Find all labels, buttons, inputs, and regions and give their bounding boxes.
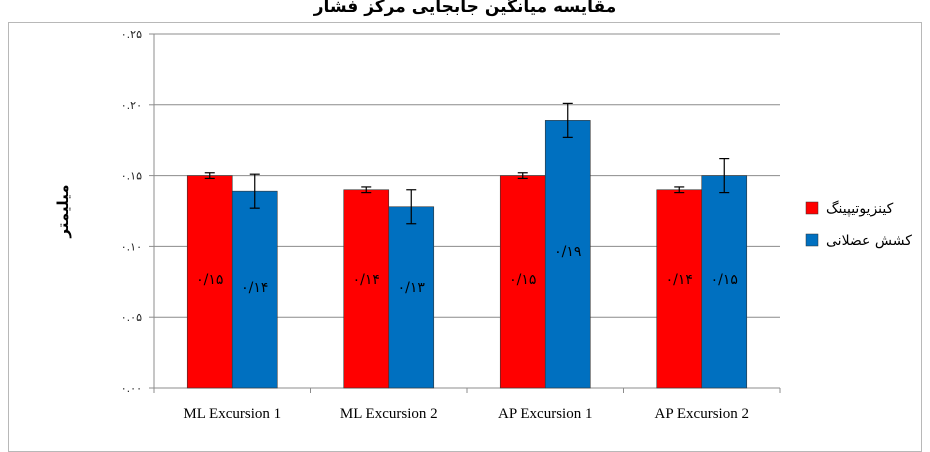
axes: ۰.۰۰ ۰.۰۵ ۰.۱۰ ۰.۱۵ ۰.۲۰ ۰.۲۵ ML Excursion 1 ML… <box>121 28 781 422</box>
y-tick-label: ۰.۱۰ <box>121 240 142 253</box>
bar <box>231 190 278 389</box>
data-label: ۰/۱۵ <box>196 272 223 288</box>
y-tick-label: ۰.۲۵ <box>121 28 142 41</box>
data-label: ۰/۱۵ <box>509 272 536 288</box>
bar <box>186 175 233 389</box>
y-tick-label: ۰.۱۵ <box>121 170 142 183</box>
data-label: ۰/۱۴ <box>353 272 380 288</box>
bar <box>544 120 591 389</box>
y-tick-label: ۰.۰۵ <box>121 311 142 324</box>
data-labels: ۰/۱۵ ۰/۱۴ ۰/۱۴ ۰/۱۳ ۰/۱۵ ۰/۱۹ ۰/۱۴ ۰/۱۵ <box>196 244 738 296</box>
bar <box>701 175 748 389</box>
y-tick-label: ۰.۲۰ <box>121 99 142 112</box>
data-label: ۰/۱۴ <box>666 272 693 288</box>
legend: کینزیوتیپینگ کشش عضلانی <box>805 200 912 249</box>
bar <box>343 189 390 389</box>
legend-swatch <box>805 233 819 247</box>
x-tick-label: AP Excursion 1 <box>498 406 592 422</box>
bars <box>186 102 748 389</box>
legend-label: کشش عضلانی <box>826 233 912 249</box>
bar <box>499 175 546 389</box>
bar <box>656 189 703 389</box>
legend-label: کینزیوتیپینگ <box>826 200 894 217</box>
y-axis-label: میلیمتر <box>54 184 72 238</box>
y-tick-label: ۰.۰۰ <box>121 382 142 395</box>
legend-swatch <box>805 201 819 215</box>
x-tick-label: ML Excursion 2 <box>340 406 438 422</box>
data-label: ۰/۱۵ <box>711 272 738 288</box>
data-label: ۰/۱۴ <box>241 280 268 296</box>
x-tick-label: AP Excursion 2 <box>655 406 749 422</box>
data-label: ۰/۱۹ <box>554 244 581 260</box>
bar <box>388 206 435 389</box>
data-label: ۰/۱۳ <box>398 280 426 296</box>
chart-title: مقایسه میانگین جابجایی مرکز فشار <box>313 0 617 17</box>
x-tick-label: ML Excursion 1 <box>183 406 281 422</box>
